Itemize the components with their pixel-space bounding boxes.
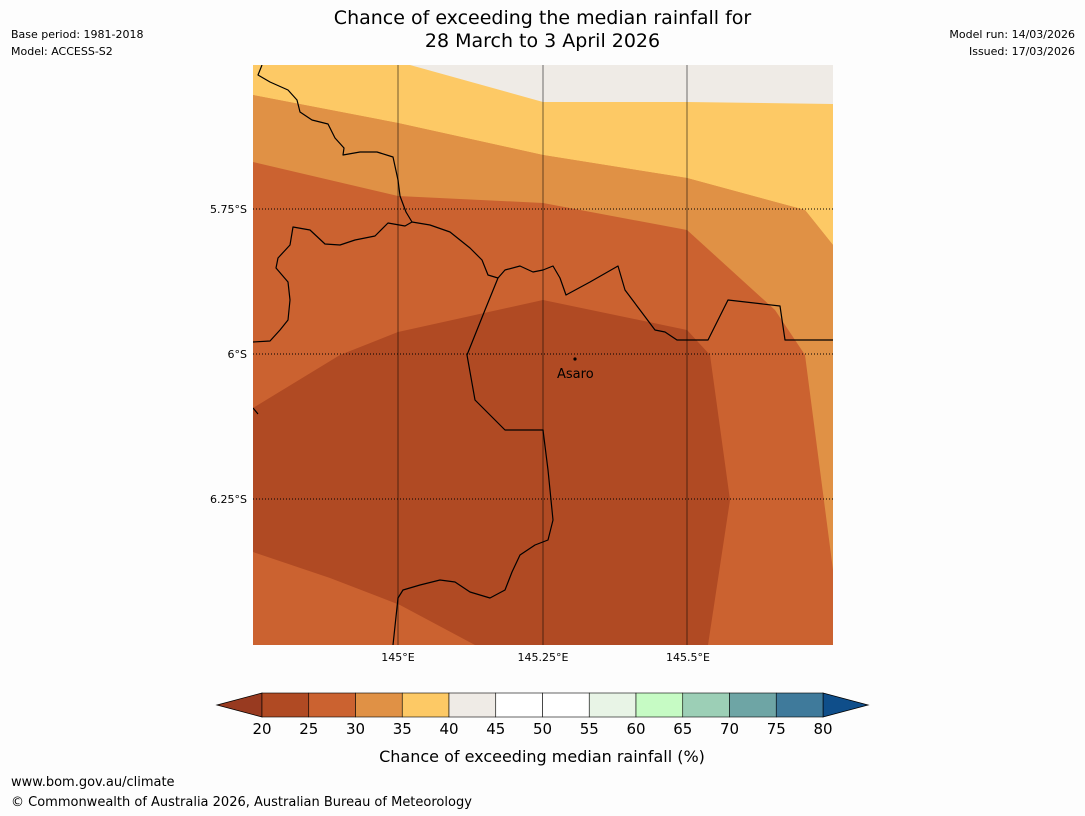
colorbar-tick-label: 25 bbox=[299, 720, 318, 738]
longitude-grid-lines bbox=[397, 65, 688, 645]
zone-20-25 bbox=[253, 300, 730, 645]
colorbar-tick-label: 60 bbox=[626, 720, 645, 738]
colorbar-tick-label: 30 bbox=[346, 720, 365, 738]
asaro-label: Asaro bbox=[557, 367, 594, 382]
title-line-1: Chance of exceeding the median rainfall … bbox=[333, 7, 752, 29]
colorbar-tick-label: 20 bbox=[252, 720, 271, 738]
footer-copyright: © Commonwealth of Australia 2026, Austra… bbox=[11, 795, 472, 810]
map-title: Chance of exceeding the median rainfall … bbox=[0, 7, 1085, 53]
lon-label-145-5: 145.5°E bbox=[666, 651, 710, 664]
lat-label-6: 6°S bbox=[228, 348, 247, 361]
colorbar-tick-label: 70 bbox=[720, 720, 739, 738]
issued-text: Issued: 17/03/2026 bbox=[968, 45, 1075, 58]
colorbar-tick-label: 75 bbox=[767, 720, 786, 738]
rainfall-map: Asaro 5.75°S 6°S 6.25°S 145°E 145.25°E 1… bbox=[210, 65, 833, 664]
model-run-text: Model run: 14/03/2026 bbox=[949, 28, 1075, 41]
colorbar-tick-label: 45 bbox=[486, 720, 505, 738]
lon-label-145: 145°E bbox=[381, 651, 414, 664]
title-line-2: 28 March to 3 April 2026 bbox=[424, 30, 661, 52]
map-fill-layers bbox=[253, 65, 833, 645]
model-text: Model: ACCESS-S2 bbox=[11, 45, 113, 58]
footer-url[interactable]: www.bom.gov.au/climate bbox=[11, 775, 175, 790]
province-borders bbox=[253, 65, 833, 645]
base-period-text: Base period: 1981-2018 bbox=[11, 28, 144, 41]
lon-label-145-25: 145.25°E bbox=[518, 651, 569, 664]
asaro-marker bbox=[573, 357, 577, 361]
lat-label-5-75: 5.75°S bbox=[210, 203, 247, 216]
colorbar-tick-label: 80 bbox=[813, 720, 832, 738]
lat-label-6-25: 6.25°S bbox=[210, 493, 247, 506]
colorbar-tick-label: 50 bbox=[533, 720, 552, 738]
border-central-east bbox=[411, 221, 833, 341]
colorbar-ticks: 20 25 30 35 40 45 50 55 60 65 70 75 80 bbox=[252, 720, 832, 738]
latitude-grid-lines bbox=[253, 208, 833, 500]
colorbar-title: Chance of exceeding median rainfall (%) bbox=[379, 747, 705, 766]
border-west-stub bbox=[253, 407, 259, 415]
colorbar-tick-label: 35 bbox=[393, 720, 412, 738]
header-meta-right: Model run: 14/03/2026 Issued: 17/03/2026 bbox=[949, 26, 1075, 60]
colorbar-tick-label: 65 bbox=[673, 720, 692, 738]
colorbar-tick-label: 55 bbox=[580, 720, 599, 738]
header-meta-left: Base period: 1981-2018 Model: ACCESS-S2 bbox=[11, 26, 143, 60]
border-south-west bbox=[392, 277, 554, 645]
colorbar-tick-label: 40 bbox=[439, 720, 458, 738]
